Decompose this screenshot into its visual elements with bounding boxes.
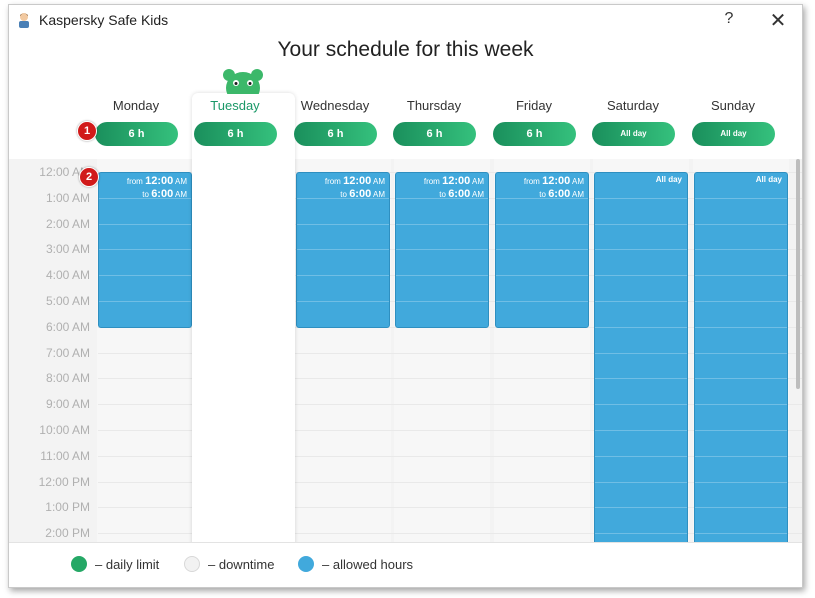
allowed-hours-range: from 12:00 AM to 6:00 AM — [127, 175, 187, 201]
day-name-sunday: Sunday — [710, 98, 756, 113]
child-icon — [19, 13, 29, 28]
hour-label: 7:00 AM — [45, 345, 90, 360]
to-suffix: AM — [373, 190, 385, 199]
allowed-hours-range: from 12:00 AM to 6:00 AM — [524, 175, 584, 201]
allowed-hours-block-friday[interactable]: from 12:00 AM to 6:00 AM — [495, 172, 589, 328]
allowed-hours-block-saturday[interactable]: All day — [594, 172, 688, 542]
allowed-hours-label: All day — [655, 175, 682, 184]
hour-label: 10:00 AM — [39, 423, 90, 437]
hour-label: 1:00 AM — [45, 190, 90, 205]
schedule-grid: 12:00 AM 1:00 AM 2:00 AM 3:00 AM 4:00 AM 5:00… — [9, 159, 802, 542]
from-suffix: AM — [373, 177, 385, 186]
from-time: 12:00 — [145, 175, 174, 187]
hour-gridline — [98, 507, 802, 509]
from-word: from — [324, 177, 341, 186]
from-word: from — [523, 177, 540, 186]
to-word: to — [340, 190, 347, 199]
daily-limit-pill-friday[interactable]: 6 h — [493, 122, 576, 146]
legend: – daily limit – downtime – allowed hours — [9, 542, 802, 587]
allowed-hours-block-sunday[interactable]: All day — [694, 172, 788, 542]
hour-label: 5:00 AM — [45, 294, 90, 308]
hour-gridline — [98, 430, 802, 431]
allowed-hours-range: from 12:00 AM to 6:00 AM — [424, 175, 484, 201]
hour-label: 1:00 PM — [45, 500, 90, 515]
to-time: 6:00 — [548, 188, 571, 200]
to-word: to — [539, 190, 546, 199]
to-suffix: AM — [572, 190, 584, 199]
hour-label: 12:00 AM — [39, 165, 90, 179]
allowed-hours-range: from 12:00 AM to 6:00 AM — [325, 175, 385, 201]
hour-label: 9:00 AM — [45, 397, 90, 412]
scrollbar[interactable] — [796, 159, 800, 389]
from-time: 12:00 — [542, 175, 571, 187]
day-name-monday: Monday — [112, 98, 160, 113]
to-suffix: AM — [175, 190, 187, 199]
day-name-thursday: Thursday — [406, 98, 462, 113]
help-button[interactable]: ? — [724, 10, 734, 27]
allowed-hours-block-wednesday[interactable]: from 12:00 AM to 6:00 AM — [296, 172, 390, 328]
allowed-hours-dot — [298, 556, 314, 572]
hour-label: 11:00 AM — [40, 448, 90, 463]
from-time: 12:00 — [343, 175, 372, 187]
legend-downtime: – downtime — [208, 557, 275, 572]
hour-gridline — [98, 533, 802, 535]
legend-daily-limit: – daily limit — [95, 557, 160, 572]
to-time: 6:00 — [151, 188, 174, 200]
from-word: from — [423, 177, 440, 186]
daily-limit-pill-wednesday[interactable]: 6 h — [294, 122, 377, 146]
day-name-saturday: Saturday — [606, 98, 660, 113]
hour-label: 2:00 PM — [45, 526, 90, 541]
app-window: Kaspersky Safe Kids ? ✕ Your schedule fo… — [8, 4, 803, 588]
allowed-hours-block-thursday[interactable]: from 12:00 AM to 6:00 AM — [395, 172, 489, 328]
daily-limit-dot — [71, 556, 87, 572]
to-suffix: AM — [472, 190, 484, 199]
daily-limit-pill-thursday[interactable]: 6 h — [393, 122, 476, 146]
from-word: from — [126, 177, 143, 186]
to-word: to — [439, 190, 446, 199]
hour-gridline — [98, 404, 802, 406]
hour-label: 2:00 AM — [45, 216, 90, 231]
hour-gridline — [98, 455, 802, 457]
daily-limit-pill-monday[interactable]: 6 h — [95, 122, 178, 146]
to-word: to — [142, 190, 149, 199]
day-name-tuesday: Tuesday — [210, 98, 260, 113]
hour-label: 6:00 AM — [45, 319, 90, 334]
window-title: Kaspersky Safe Kids — [39, 12, 169, 28]
badge-2: 2 — [79, 167, 99, 187]
to-time: 6:00 — [448, 188, 471, 200]
daily-limit-pill-sunday[interactable]: All day — [692, 122, 775, 146]
bear-mascot-icon — [223, 69, 263, 94]
hour-label: 8:00 AM — [45, 371, 90, 386]
today-column-highlight — [192, 93, 295, 553]
close-button[interactable]: ✕ — [769, 10, 787, 32]
page-title: Your schedule for this week — [277, 38, 534, 61]
day-name-friday: Friday — [515, 98, 553, 113]
hour-label: 3:00 AM — [45, 242, 90, 257]
hour-gridline — [98, 378, 802, 380]
legend-allowed-hours: – allowed hours — [322, 557, 414, 572]
allowed-hours-label: All day — [755, 175, 782, 184]
badge-1: 1 — [77, 121, 97, 141]
day-name-wednesday: Wednesday — [300, 98, 370, 113]
daily-limit-pill-tuesday[interactable]: 6 h — [194, 122, 277, 146]
from-suffix: AM — [175, 177, 187, 186]
hour-label: 12:00 PM — [38, 474, 90, 489]
daily-limit-pill-saturday[interactable]: All day — [592, 122, 675, 146]
title-bar: Kaspersky Safe Kids ? ✕ — [9, 5, 802, 35]
hour-gridline — [98, 352, 802, 354]
from-suffix: AM — [572, 177, 584, 186]
hour-label: 4:00 AM — [45, 268, 90, 283]
from-suffix: AM — [472, 177, 484, 186]
hour-gridline — [98, 481, 802, 483]
from-time: 12:00 — [442, 175, 471, 187]
downtime-dot — [184, 556, 200, 572]
to-time: 6:00 — [349, 188, 372, 200]
allowed-hours-block-monday[interactable]: from 12:00 AM to 6:00 AM — [98, 172, 192, 328]
